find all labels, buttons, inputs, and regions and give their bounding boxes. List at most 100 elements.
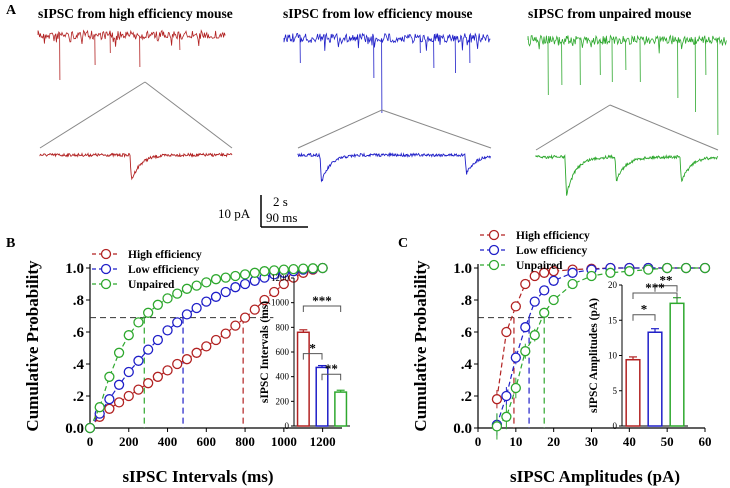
data-point-low [162,325,173,336]
legend-marker-high [100,248,112,260]
trace-low [283,32,491,114]
y-tick-label: .8 [73,293,84,309]
data-point-low [104,394,115,405]
data-point-high [259,294,270,306]
trace-title-high: sIPSC from high efficiency mouse [38,6,233,21]
panel-label-c: C [398,236,408,251]
y-tick-label: 0.0 [453,421,472,437]
sig-bracket-1 [632,314,656,321]
data-point-unpaired [567,278,578,290]
sig-bracket-2 [654,285,678,292]
data-point-unpaired [113,347,125,358]
data-point-low [510,352,521,363]
y-tick-label: 1.0 [453,261,472,277]
sig-bracket-1-label: * [309,341,316,356]
data-point-unpaired [548,294,559,306]
data-point-unpaired [172,288,183,299]
inset-y-tick-label: 200 [276,396,290,406]
scale-bar-time-bottom: 90 ms [266,210,297,225]
data-point-unpaired [191,280,202,291]
y-tick-label: .6 [461,325,473,341]
sig-bracket-2-label: ** [660,273,673,288]
data-point-high [510,301,521,312]
sig-bracket-3-label: *** [645,280,665,295]
inset-y-tick-label: 800 [276,322,290,332]
data-point-high [501,326,512,338]
data-point-unpaired [181,283,193,294]
legend-marker-high [488,229,500,241]
data-point-unpaired [210,274,222,285]
x-tick-label: 0 [87,434,94,449]
data-point-low [220,286,231,298]
x-tick-label: 20 [547,434,560,449]
data-point-high [123,390,134,402]
data-point-high [133,384,144,395]
inset-bar-unpaired [669,302,685,427]
trace-title-unpaired: sIPSC from unpaired mouse [528,6,691,21]
data-point-low [239,278,251,290]
data-point-high [113,397,125,408]
data-point-unpaired [605,267,616,278]
x-tick-label: 10 [509,434,522,449]
data-point-unpaired [298,263,309,274]
inset-bar-low [647,331,663,427]
inset-y-tick-label: 0 [285,421,290,431]
panel-c: C Cumulative Probability sIPSC Amplitude… [398,229,712,486]
inset-y-tick-label: 15 [608,315,618,325]
data-point-low [548,275,559,286]
scale-bar: 10 pA 2 s 90 ms [218,194,308,228]
sig-bracket-1-label: * [641,302,648,317]
inset-y-tick-label: 600 [276,347,290,357]
zoom-guide-line [535,104,611,151]
data-point-unpaired [699,262,711,274]
data-point-unpaired [680,262,692,274]
trace-high [37,29,226,81]
data-point-unpaired [278,264,289,275]
x-tick-label: 30 [585,434,598,449]
data-point-high [269,286,280,298]
x-tick-label: 1000 [271,434,297,449]
data-point-unpaired [624,266,635,277]
data-point-low [143,344,154,355]
data-point-high [162,365,173,376]
data-point-high [172,358,183,370]
data-point-unpaired [220,272,231,283]
legend-label-unpaired: Unpaired [128,279,175,291]
inset-bar-unpaired [334,391,348,427]
data-point-high [529,270,540,282]
legend-marker-unpaired [100,278,112,290]
legend-marker-unpaired [488,259,500,271]
data-point-high [152,371,163,382]
trace-unpaired [527,34,727,136]
zoom-guide-line [381,109,492,149]
sig-bracket-2 [321,373,342,381]
zoom-trace-unpaired [535,153,719,196]
panel-b: B Cumulative Probability sIPSC Intervals… [6,236,350,486]
x-tick-label: 600 [197,434,217,449]
data-point-unpaired [662,262,673,274]
data-point-unpaired [162,293,173,304]
inset-y-tick-label: 5 [613,386,618,396]
zoom-guide-line [609,104,719,151]
data-point-low [529,296,540,307]
x-tick-label: 50 [661,434,674,449]
data-point-unpaired [586,270,597,282]
inset-y-tick-label: 0 [613,421,618,431]
panel-a: A sIPSC from high efficiency mouse sIPSC… [6,3,727,228]
series-line-unpaired [496,267,705,427]
x-tick-label: 800 [235,434,255,449]
zoom-trace-low [297,152,492,183]
data-point-low [133,355,144,366]
data-point-high [539,267,550,278]
inset-y-tick-label: 10 [608,351,618,361]
x-tick-label: 40 [623,434,636,449]
data-point-high [181,354,193,365]
data-point-low [201,296,212,307]
data-point-high [249,304,260,315]
inset-ylabel: sIPSC Intervals (ms) [259,301,271,403]
inset-bar-high [625,358,641,427]
zoom-guide-line [39,81,146,149]
scale-bar-amplitude: 10 pA [218,206,251,221]
data-point-unpaired [249,267,260,278]
data-point-unpaired [259,266,270,277]
